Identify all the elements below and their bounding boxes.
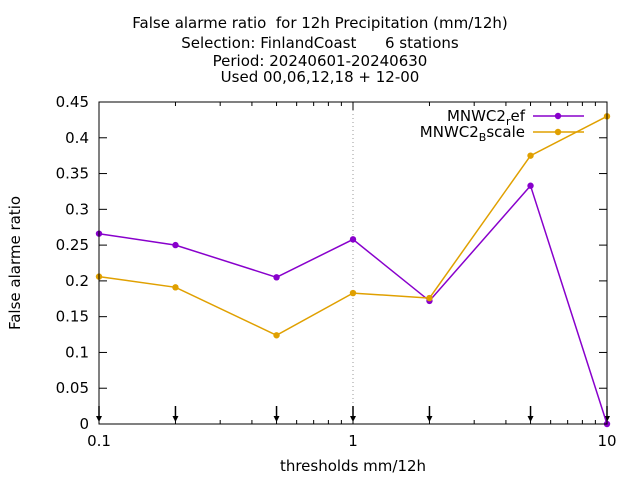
threshold-markers	[96, 406, 610, 422]
x-tick-label: 1	[348, 432, 358, 450]
legend-rest: ef	[510, 107, 525, 125]
title-line-2: Selection: FinlandCoast 6 stations	[181, 34, 459, 52]
y-tick-label: 0	[79, 415, 89, 433]
data-point	[273, 274, 280, 281]
data-point	[527, 152, 534, 159]
x-axis-label: thresholds mm/12h	[280, 457, 426, 475]
threshold-marker-head	[350, 416, 356, 422]
title-line-3: Period: 20240601-20240630	[212, 52, 428, 70]
legend-rest: scale	[486, 123, 525, 141]
legend-main: MNWC2	[447, 107, 506, 125]
data-point	[273, 332, 280, 339]
x-tick-label: 10	[597, 432, 616, 450]
legend-sub: r	[506, 115, 511, 128]
y-tick-label: 0.15	[56, 308, 89, 326]
data-point	[527, 182, 534, 189]
y-tick-label: 0.35	[56, 165, 89, 183]
threshold-marker-head	[273, 416, 280, 422]
threshold-marker-head	[527, 416, 534, 422]
data-point	[172, 284, 179, 291]
data-point	[349, 289, 357, 297]
legend-main: MNWC2	[420, 123, 479, 141]
y-tick-label: 0.05	[56, 379, 89, 397]
y-tick-label: 0.25	[56, 236, 89, 254]
legend-swatch-point-1	[554, 128, 562, 136]
title-line-1: False alarme ratio for 12h Precipitation…	[132, 14, 508, 32]
legend-label-0: MNWC2ref	[447, 107, 526, 128]
series-layer	[95, 113, 611, 428]
y-tick-label: 0.1	[65, 343, 89, 361]
legend-swatch-point-0	[554, 112, 562, 120]
tick-layer: 0 0.05 0.1 0.15 0.2 0.25 0.3 0.35 0.4 0.45 0.1 1 10	[56, 93, 617, 450]
y-tick-label: 0.3	[65, 200, 89, 218]
plot-frame	[98, 101, 608, 425]
x-tick-label: 0.1	[87, 432, 111, 450]
y-tick-label: 0.4	[65, 129, 89, 147]
legend-sub: B	[479, 131, 487, 144]
data-point	[172, 241, 179, 249]
threshold-marker-head	[426, 416, 433, 422]
data-point	[426, 294, 433, 302]
series-line-0	[98, 184, 608, 425]
title-line-4: Used 00,06,12,18 + 12-00	[220, 68, 420, 86]
y-tick-label: 0.2	[65, 272, 89, 290]
legend-label-1: MNWC2Bscale	[420, 123, 525, 144]
data-point	[349, 236, 357, 243]
threshold-marker-head	[172, 416, 179, 422]
y-axis-label: False alarme ratio	[6, 196, 24, 330]
y-tick-label: 0.45	[56, 93, 89, 111]
